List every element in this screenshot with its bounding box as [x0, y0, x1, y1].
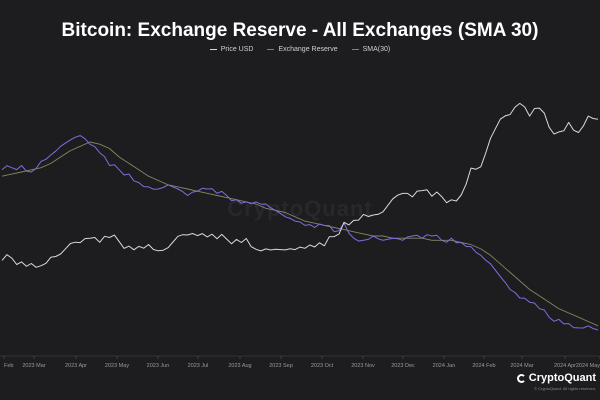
x-tick-label: 2023 Apr: [65, 363, 87, 369]
legend-swatch-price: [209, 48, 217, 51]
legend-label-sma: SMA(30): [362, 46, 391, 53]
cryptoquant-logo-icon: [516, 373, 526, 383]
legend-item-sma[interactable]: SMA(30): [351, 46, 391, 53]
x-tick-label: 2023 Sep: [269, 363, 293, 369]
watermark: CryptoQuant: [227, 196, 373, 221]
x-tick-label: 2023 Mar: [22, 363, 45, 369]
logo-text: CryptoQuant: [528, 372, 596, 384]
chart-title: Bitcoin: Exchange Reserve - All Exchange…: [61, 20, 539, 41]
legend-swatch-reserve: [267, 48, 275, 51]
chart-legend: Price USD Exchange Reserve SMA(30): [0, 46, 600, 53]
x-tick-label: Feb: [4, 363, 13, 369]
x-tick-label: 2023 Jul: [188, 363, 209, 369]
x-tick-label: 2024 Jan: [433, 363, 456, 369]
logo: CryptoQuant: [516, 372, 596, 384]
x-tick-label: 2023 Oct: [311, 363, 334, 369]
x-tick-label: 2024 Feb: [472, 363, 495, 369]
x-tick-label: 2023 Jun: [147, 363, 170, 369]
legend-label-price: Price USD: [220, 46, 254, 53]
x-tick-label: 2023 Dec: [391, 363, 415, 369]
x-tick-label: 2024 Apr: [554, 363, 576, 369]
legend-swatch-sma: [351, 48, 359, 51]
series-line-exchange-reserve[interactable]: [1, 135, 599, 331]
series-line-price-usd[interactable]: [1, 102, 599, 268]
legend-label-reserve: Exchange Reserve: [278, 46, 338, 53]
series-line-sma-30[interactable]: [1, 141, 599, 327]
legend-item-price[interactable]: Price USD: [209, 46, 254, 53]
copyright: © CryptoQuant. All rights reserved.: [534, 386, 596, 391]
legend-item-reserve[interactable]: Exchange Reserve: [267, 46, 338, 53]
x-tick-label: 2024 Mar: [510, 363, 533, 369]
x-tick-label: 2023 Nov: [351, 363, 375, 369]
x-tick-label: 2024 May: [576, 363, 600, 369]
x-tick-label: 2023 Aug: [228, 363, 251, 369]
x-tick-label: 2023 May: [105, 363, 129, 369]
